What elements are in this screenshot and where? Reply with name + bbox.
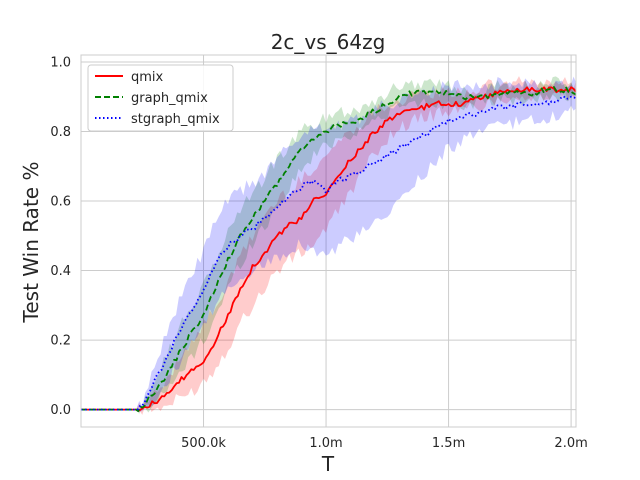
y-tick-label: 0.4 (50, 264, 71, 279)
y-axis-label: Test Win Rate % (19, 162, 43, 324)
y-tick-label: 0.0 (50, 403, 71, 418)
band-qmix (81, 76, 576, 415)
y-tick-label: 0.6 (50, 195, 71, 210)
series-lines (81, 86, 577, 412)
confidence-bands (81, 76, 576, 415)
y-tick-labels: 0.0 0.2 0.4 0.6 0.8 1.0 (50, 55, 71, 418)
legend-label-graph-qmix: graph_qmix (131, 91, 208, 106)
y-tick-label: 0.8 (50, 125, 71, 140)
series-line-stgraph-qmix (81, 95, 577, 411)
band-stgraph-qmix (81, 76, 576, 413)
x-tick-label: 1.0m (309, 436, 342, 451)
legend-box (87, 64, 234, 132)
chart-title: 2c_vs_64zg (271, 30, 386, 54)
legend-label-stgraph-qmix: stgraph_qmix (131, 112, 220, 127)
band-graph-qmix (81, 76, 576, 414)
x-tick-labels: 500.0k 1.0m 1.5m 2.0m (181, 436, 588, 451)
series-line-graph-qmix (81, 86, 577, 412)
x-tick-label: 500.0k (181, 436, 226, 451)
x-tick-label: 2.0m (554, 436, 587, 451)
x-tick-label: 1.5m (432, 436, 465, 451)
plot-frame (80, 54, 577, 428)
y-tick-label: 1.0 (50, 55, 71, 70)
legend: qmix graph_qmix stgraph_qmix (87, 64, 234, 132)
x-axis-label: T (321, 452, 335, 476)
legend-label-qmix: qmix (131, 70, 164, 85)
y-tick-label: 0.2 (50, 334, 71, 349)
